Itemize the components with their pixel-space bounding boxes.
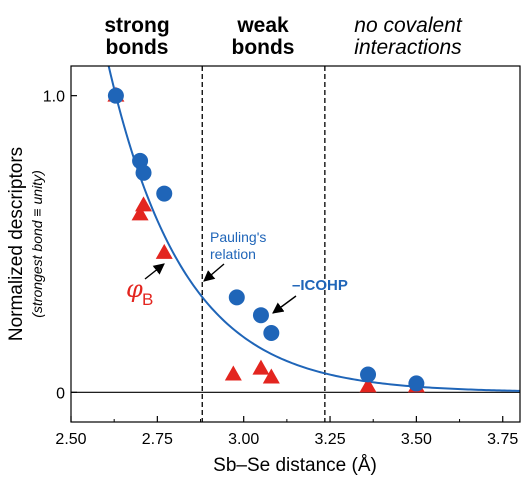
icohp-point-8 xyxy=(360,366,377,383)
phi-b-point-5 xyxy=(224,365,242,381)
x-axis-ticks: 2.50 2.75 3.00 3.25 3.50 3.75 xyxy=(55,416,518,448)
icohp-series xyxy=(107,87,425,392)
pauling-relation-curve xyxy=(107,66,520,392)
x-tick-label: 3.00 xyxy=(228,431,259,448)
phi-b-point-6 xyxy=(252,359,270,375)
annotation-phi-b-subscript: B xyxy=(142,290,153,309)
plot-frame xyxy=(70,65,521,423)
annotation-phi-b-symbol: φ xyxy=(126,275,143,303)
icohp-point-1 xyxy=(107,87,124,104)
region-label-strong-line1: strong xyxy=(104,14,169,37)
region-label-weak-line2: bonds xyxy=(232,36,295,59)
x-axis-title: Sb–Se distance (Å) xyxy=(213,455,377,476)
icohp-point-7 xyxy=(263,325,280,341)
annotation-icohp-arrow xyxy=(272,295,297,314)
x-tick-label: 2.75 xyxy=(142,431,173,448)
annotation-pauling-line1: Pauling's xyxy=(210,229,266,245)
y-tick-label: 0 xyxy=(56,385,65,402)
x-tick-label: 3.75 xyxy=(487,431,518,448)
phi-b-point-7 xyxy=(262,368,280,384)
annotation-phi-b-arrow xyxy=(144,263,165,280)
annotation-icohp-label: –ICOHP xyxy=(292,277,348,294)
region-boundaries xyxy=(201,66,326,422)
x-tick-label: 3.50 xyxy=(401,431,432,448)
y-axis-title: Normalized descriptors xyxy=(6,147,27,341)
icohp-point-5 xyxy=(228,289,245,306)
icohp-point-6 xyxy=(252,307,269,324)
icohp-point-9 xyxy=(408,375,425,392)
region-label-strong-line2: bonds xyxy=(106,36,169,59)
phi-b-point-4 xyxy=(155,243,173,259)
y-axis-subtitle: (strongest bond ≡ unity) xyxy=(29,170,45,317)
x-tick-label: 2.50 xyxy=(55,431,86,448)
phi-b-point-3 xyxy=(131,205,149,221)
annotation-pauling-line2: relation xyxy=(210,246,256,262)
annotation-pauling-arrow xyxy=(203,263,225,282)
icohp-point-3 xyxy=(135,164,152,181)
region-label-none-line1: no covalent xyxy=(354,14,463,37)
y-tick-label: 1.0 xyxy=(43,89,65,106)
region-label-none-line2: interactions xyxy=(354,36,462,59)
annotations: Pauling's relation –ICOHP φ B xyxy=(126,229,348,314)
region-label-weak-line1: weak xyxy=(236,14,289,37)
x-tick-label: 3.25 xyxy=(314,431,345,448)
icohp-point-4 xyxy=(156,185,173,202)
region-labels: strong bonds weak bonds no covalent inte… xyxy=(104,14,463,59)
phi-b-point-8 xyxy=(359,377,377,393)
y-axis-ticks: 01.0 xyxy=(43,89,77,402)
